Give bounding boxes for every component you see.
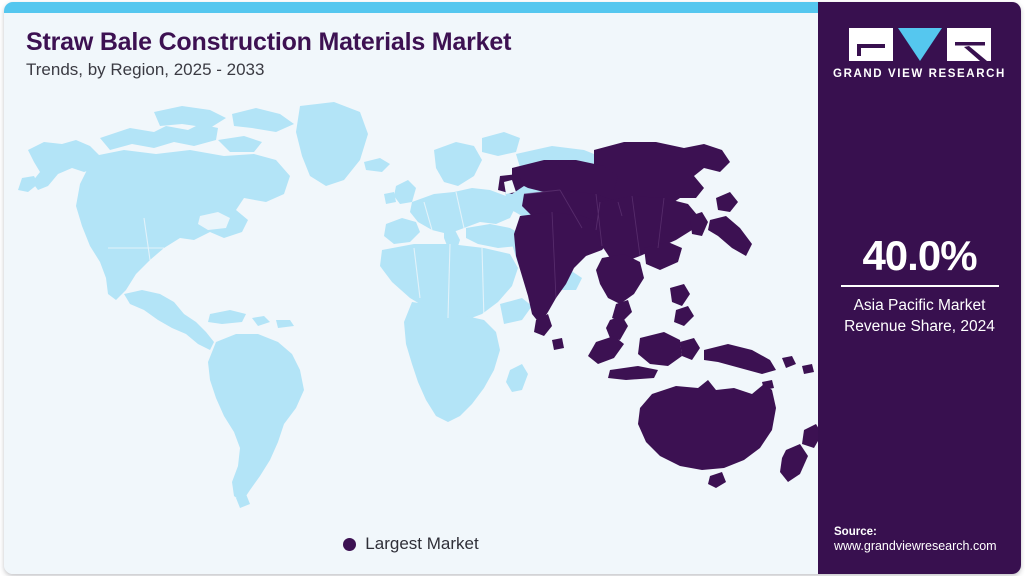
stat-label: Asia Pacific Market Revenue Share, 2024 — [818, 295, 1021, 338]
world-map — [4, 98, 818, 518]
letter-g-block-icon — [848, 28, 893, 61]
logo-marks — [848, 28, 991, 61]
stat-value: 40.0% — [862, 232, 977, 279]
logo-wordmark: GRAND VIEW RESEARCH — [833, 68, 1006, 80]
filled-circle-icon — [343, 537, 357, 551]
brand-logo: GRAND VIEW RESEARCH — [818, 28, 1021, 80]
map-legend: Largest Market — [4, 534, 818, 554]
stat-label-line2: Revenue Share, 2024 — [844, 318, 995, 336]
highlight-country-borders — [523, 189, 665, 299]
top-accent-bar — [4, 2, 818, 13]
stat-panel: GRAND VIEW RESEARCH 40.0% Asia Pacific M… — [818, 2, 1021, 574]
source-block: Source: www.grandviewresearch.com — [834, 526, 1021, 553]
map-country-borders — [108, 191, 485, 321]
map-region-asia-pacific — [498, 142, 818, 488]
market-infographic-card: Straw Bale Construction Materials Market… — [4, 2, 1021, 574]
page-subtitle: Trends, by Region, 2025 - 2033 — [26, 60, 265, 79]
map-section: Straw Bale Construction Materials Market… — [4, 2, 818, 574]
stat-block: 40.0% Asia Pacific Market Revenue Share,… — [818, 232, 1021, 338]
source-url[interactable]: www.grandviewresearch.com — [834, 539, 997, 553]
world-map-svg — [4, 98, 818, 518]
legend-label: Largest Market — [365, 534, 479, 553]
page-title: Straw Bale Construction Materials Market — [26, 28, 512, 56]
letter-r-block-icon — [946, 28, 991, 61]
stat-divider — [840, 285, 999, 288]
source-heading: Source: — [834, 526, 877, 538]
blue-triangle-v-icon — [897, 28, 942, 61]
stat-label-line1: Asia Pacific Market — [853, 297, 986, 315]
